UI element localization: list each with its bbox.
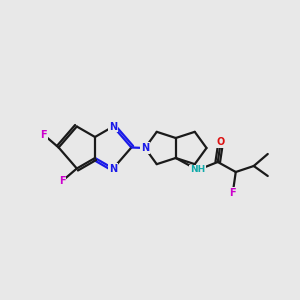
Text: N: N bbox=[109, 122, 117, 131]
Text: O: O bbox=[217, 137, 225, 147]
Text: F: F bbox=[59, 176, 65, 186]
Text: NH: NH bbox=[190, 166, 206, 175]
Text: F: F bbox=[230, 188, 236, 198]
Text: N: N bbox=[141, 143, 149, 153]
Text: F: F bbox=[40, 130, 47, 140]
Text: N: N bbox=[109, 164, 117, 173]
